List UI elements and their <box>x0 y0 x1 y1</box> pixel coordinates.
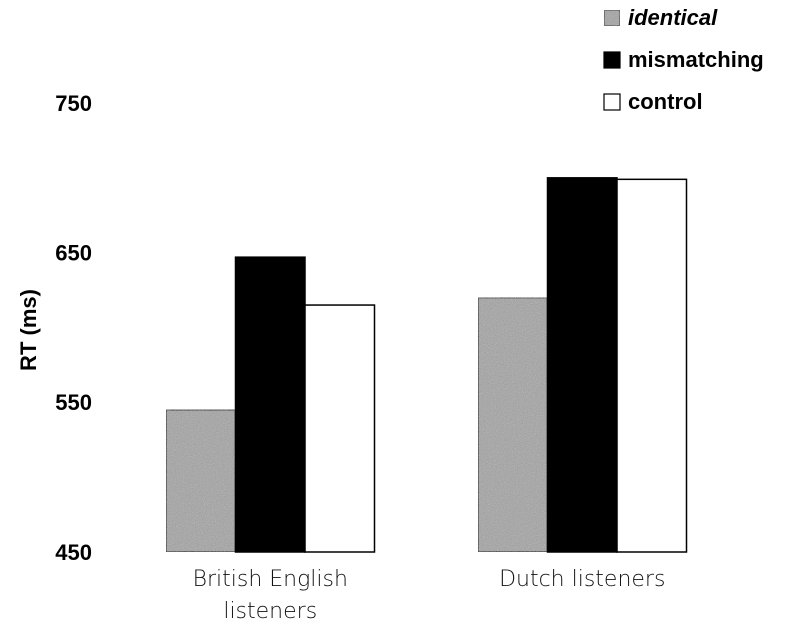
bar <box>477 296 549 553</box>
legend-label: mismatching <box>628 47 764 72</box>
x-tick-label: British English listeners <box>192 567 348 624</box>
legend-label: identical <box>628 5 718 30</box>
bar <box>165 409 237 553</box>
y-tick-label: 650 <box>55 240 92 265</box>
bar <box>234 256 306 553</box>
y-tick-label: 450 <box>55 540 92 565</box>
x-tick-label: Dutch listeners <box>499 567 666 592</box>
y-tick-label: 750 <box>55 91 92 116</box>
y-axis-label: RT (ms) <box>16 289 41 371</box>
legend-swatch <box>603 51 621 69</box>
bar <box>546 177 618 553</box>
legend-label: control <box>628 89 703 114</box>
y-tick-label: 550 <box>55 390 92 415</box>
legend-swatch <box>603 9 621 27</box>
bar <box>304 304 376 553</box>
legend-swatch <box>603 93 621 111</box>
bar <box>616 178 688 553</box>
